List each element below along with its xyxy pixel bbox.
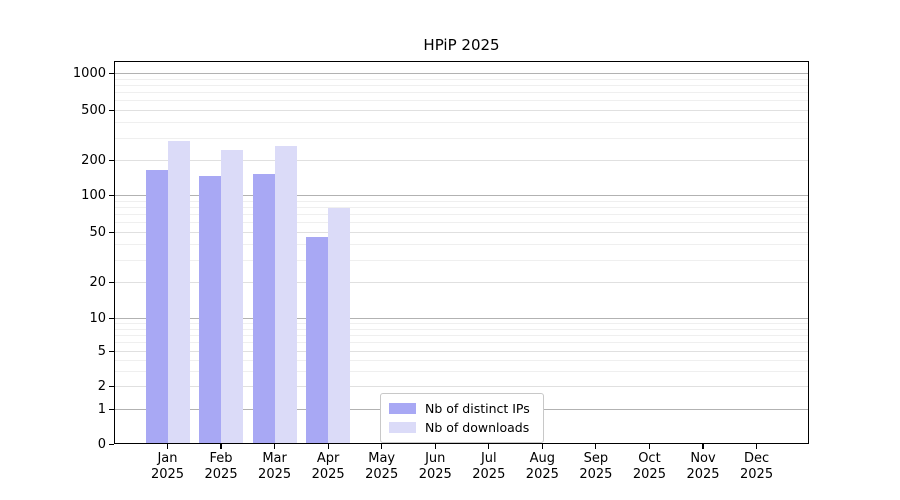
gridline-minor: [114, 323, 809, 324]
y-tick-label: 0: [97, 436, 106, 452]
y-tick-label: 1: [97, 401, 106, 417]
gridline: [114, 195, 809, 196]
x-tick-mark: [541, 444, 543, 449]
y-tick-label: 200: [81, 152, 106, 168]
gridline-minor: [114, 122, 809, 124]
gridline: [114, 110, 809, 111]
y-tick-mark: [109, 72, 114, 74]
gridline-minor: [114, 84, 809, 86]
gridline-minor: [114, 78, 809, 80]
bar-apr-distinct-ips: [306, 236, 329, 444]
x-tick-mark: [595, 444, 597, 449]
gridline-minor: [114, 259, 809, 261]
x-tick-label-nov: Nov 2025: [686, 451, 720, 482]
gridline-minor: [114, 92, 809, 93]
x-tick-mark: [648, 444, 651, 449]
plot-area: [114, 61, 809, 444]
gridline: [114, 351, 809, 352]
x-tick-mark: [434, 444, 436, 449]
x-tick-label-oct: Oct 2025: [632, 451, 666, 482]
gridline-minor: [114, 328, 809, 330]
x-tick-mark: [381, 444, 383, 449]
y-tick-mark: [109, 317, 114, 319]
bar-mar-distinct-ips: [252, 174, 275, 444]
y-tick-label: 100: [81, 187, 106, 203]
gridline-minor: [114, 335, 809, 336]
x-tick-mark: [488, 444, 490, 449]
gridline-minor: [114, 342, 809, 344]
y-tick-mark: [109, 408, 114, 410]
x-tick-label-apr: Apr 2025: [311, 451, 345, 482]
gridline-minor: [114, 222, 809, 224]
x-tick-mark: [220, 444, 222, 449]
x-tick-label-may: May 2025: [365, 451, 399, 482]
y-tick-mark: [109, 350, 114, 352]
legend-label-downloads: Nb of downloads: [425, 420, 530, 435]
chart-title: HPiP 2025: [423, 36, 500, 54]
y-tick-label: 2: [97, 378, 106, 394]
gridline-minor: [114, 137, 809, 139]
gridline-minor: [114, 200, 809, 202]
y-tick-label: 5: [97, 343, 106, 359]
y-tick-mark: [109, 385, 114, 387]
y-tick-mark: [109, 231, 114, 233]
gridline-minor: [114, 214, 809, 215]
x-tick-label-jul: Jul 2025: [472, 451, 506, 482]
x-tick-label-aug: Aug 2025: [525, 451, 559, 482]
gridline: [114, 232, 809, 233]
bar-jan-distinct-ips: [145, 170, 168, 444]
legend: Nb of distinct IPs Nb of downloads: [380, 393, 544, 443]
legend-item-distinct-ips: Nb of distinct IPs: [389, 399, 535, 418]
gridline: [114, 73, 809, 74]
legend-swatch-downloads: [389, 422, 416, 433]
y-tick-mark: [109, 281, 114, 283]
legend-swatch-distinct-ips: [389, 403, 416, 414]
y-tick-label: 500: [81, 102, 106, 118]
x-tick-mark: [166, 444, 169, 449]
x-tick-mark: [702, 444, 704, 449]
y-tick-mark: [109, 443, 114, 445]
x-tick-label-sep: Sep 2025: [579, 451, 613, 482]
y-tick-label: 1000: [72, 65, 106, 81]
gridline: [114, 386, 809, 387]
x-tick-label-jun: Jun 2025: [418, 451, 452, 482]
bar-feb-distinct-ips: [199, 175, 221, 444]
bar-jan-downloads: [167, 140, 190, 444]
x-tick-label-jan: Jan 2025: [150, 451, 185, 482]
gridline: [114, 282, 809, 283]
gridline: [114, 160, 809, 161]
legend-label-distinct-ips: Nb of distinct IPs: [425, 401, 530, 416]
y-tick-mark: [109, 159, 114, 161]
y-tick-label: 50: [89, 224, 106, 240]
legend-item-downloads: Nb of downloads: [389, 418, 535, 437]
bar-mar-downloads: [274, 146, 297, 444]
x-tick-label-dec: Dec 2025: [740, 451, 774, 482]
gridline-minor: [114, 370, 809, 372]
gridline-minor: [114, 244, 809, 246]
y-tick-mark: [109, 109, 114, 111]
y-tick-mark: [109, 194, 114, 196]
x-tick-mark: [755, 444, 758, 449]
bar-feb-downloads: [221, 150, 243, 444]
gridline-minor: [114, 206, 809, 208]
y-tick-label: 10: [89, 310, 106, 326]
bar-apr-downloads: [328, 208, 351, 444]
x-tick-label-feb: Feb 2025: [204, 451, 238, 482]
y-tick-label: 20: [89, 274, 106, 290]
gridline-minor: [114, 359, 809, 361]
x-tick-mark: [274, 444, 276, 449]
x-tick-label-mar: Mar 2025: [258, 451, 292, 482]
gridline-minor: [114, 100, 809, 102]
gridline: [114, 318, 809, 319]
x-tick-mark: [327, 444, 329, 449]
